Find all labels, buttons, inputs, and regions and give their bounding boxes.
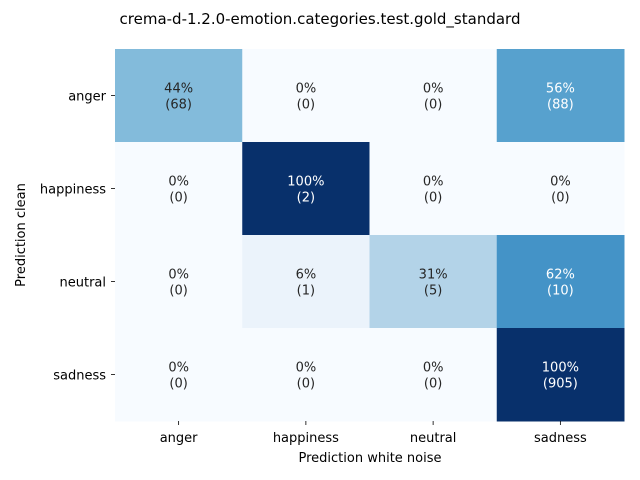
y-axis-ticks: anger happiness neutral sadness xyxy=(40,90,115,384)
heatmap-cell xyxy=(369,235,498,329)
heatmap-cell xyxy=(496,235,625,329)
cell-count-label: (88) xyxy=(547,98,574,113)
y-tick-label: sadness xyxy=(53,369,106,384)
y-tick-label: anger xyxy=(68,90,106,105)
cell-percent-label: 0% xyxy=(423,82,444,97)
heatmap-cell xyxy=(242,49,370,143)
heatmap-cell xyxy=(496,328,625,422)
x-axis-ticks: anger happiness neutral sadness xyxy=(160,421,587,446)
heatmap-cell xyxy=(369,49,498,143)
cell-percent-label: 0% xyxy=(296,361,317,376)
cell-count-label: (0) xyxy=(169,377,187,392)
x-tick-label: anger xyxy=(160,431,198,446)
cell-percent-label: 100% xyxy=(287,175,324,190)
cell-count-label: (5) xyxy=(424,284,442,299)
y-tick-label: happiness xyxy=(40,183,106,198)
heatmap-cells: 44%(68)0%(0)0%(0)56%(88)0%(0)100%(2)0%(0… xyxy=(115,49,625,422)
cell-percent-label: 0% xyxy=(168,175,189,190)
x-axis-label: Prediction white noise xyxy=(299,451,442,466)
heatmap-cell xyxy=(115,142,243,236)
heatmap-cell xyxy=(115,49,243,143)
cell-count-label: (0) xyxy=(297,377,315,392)
cell-count-label: (0) xyxy=(169,284,187,299)
cell-percent-label: 0% xyxy=(168,361,189,376)
heatmap-cell xyxy=(115,328,243,422)
cell-percent-label: 0% xyxy=(550,175,571,190)
chart-title: crema-d-1.2.0-emotion.categories.test.go… xyxy=(120,10,521,29)
x-tick-label: sadness xyxy=(534,431,587,446)
cell-count-label: (0) xyxy=(424,191,442,206)
heatmap-cell xyxy=(242,235,370,329)
heatmap-cell xyxy=(115,235,243,329)
cell-count-label: (2) xyxy=(297,191,315,206)
cell-percent-label: 56% xyxy=(546,82,575,97)
heatmap-cell xyxy=(496,49,625,143)
cell-percent-label: 44% xyxy=(164,82,193,97)
x-tick-label: happiness xyxy=(273,431,339,446)
cell-percent-label: 31% xyxy=(419,268,448,283)
cell-count-label: (0) xyxy=(297,98,315,113)
x-tick-label: neutral xyxy=(410,431,457,446)
heatmap-cell xyxy=(369,142,498,236)
cell-count-label: (68) xyxy=(165,98,192,113)
heatmap-cell xyxy=(242,142,370,236)
cell-count-label: (10) xyxy=(547,284,574,299)
y-axis-label: Prediction clean xyxy=(14,183,29,287)
cell-count-label: (0) xyxy=(424,98,442,113)
cell-percent-label: 0% xyxy=(168,268,189,283)
cell-count-label: (0) xyxy=(551,191,569,206)
cell-percent-label: 100% xyxy=(542,361,579,376)
heatmap-cell xyxy=(496,142,625,236)
cell-count-label: (905) xyxy=(543,377,578,392)
heatmap-cell xyxy=(242,328,370,422)
cell-percent-label: 6% xyxy=(296,268,317,283)
cell-percent-label: 0% xyxy=(423,361,444,376)
cell-percent-label: 0% xyxy=(296,82,317,97)
cell-count-label: (0) xyxy=(169,191,187,206)
cell-percent-label: 62% xyxy=(546,268,575,283)
heatmap-cell xyxy=(369,328,498,422)
cell-count-label: (1) xyxy=(297,284,315,299)
cell-percent-label: 0% xyxy=(423,175,444,190)
cell-count-label: (0) xyxy=(424,377,442,392)
y-tick-label: neutral xyxy=(60,276,107,291)
